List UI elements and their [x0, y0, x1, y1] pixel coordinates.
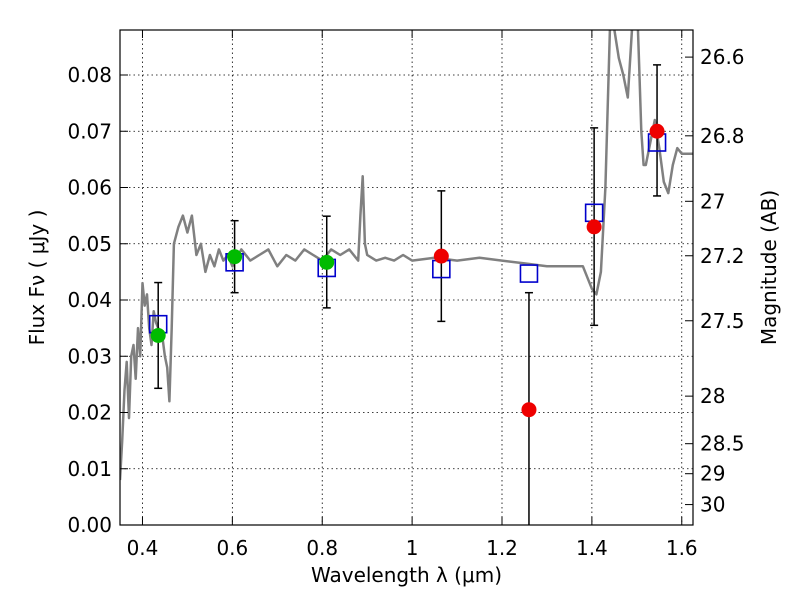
red-point	[521, 402, 537, 418]
y-tick-label: 0.05	[67, 232, 112, 256]
magnitude-tick-labels: 26.6 26.8 27 27.2 27.5 28 28.5 29 30	[700, 45, 745, 516]
x-tick-label: 1	[406, 536, 419, 560]
magnitude-tick-label: 28	[700, 384, 725, 408]
red-point	[649, 123, 665, 139]
y-tick-label: 0.06	[67, 176, 112, 200]
grid-lines	[120, 30, 693, 525]
magnitude-axis-title: Magnitude (AB)	[757, 190, 781, 345]
x-tick-label: 1.6	[666, 536, 698, 560]
x-tick-label: 0.8	[306, 536, 338, 560]
model-box	[519, 264, 539, 283]
x-tick-label: 1.4	[576, 536, 608, 560]
green-point	[150, 327, 166, 343]
x-axis-title: Wavelength λ (μm)	[311, 563, 502, 587]
y-tick-label: 0.02	[67, 401, 112, 425]
x-tick-label: 0.6	[216, 536, 248, 560]
model-spectrum-line	[120, 30, 693, 481]
y-tick-label: 0.07	[67, 119, 112, 143]
error-bars	[154, 64, 662, 525]
y-tick-label: 0.03	[67, 344, 112, 368]
y-tick-label: 0.08	[67, 63, 112, 87]
x-tick-label: 1.2	[486, 536, 518, 560]
green-point	[227, 249, 243, 265]
observed-points	[150, 123, 665, 418]
plot-frame	[119, 29, 694, 526]
y-tick-labels: 0.00 0.01 0.02 0.03 0.04 0.05 0.06 0.07 0.08	[67, 63, 112, 537]
x-tick-labels: 0.4 0.6 0.8 1 1.2 1.4 1.6	[127, 536, 698, 560]
magnitude-tick-label: 27	[700, 189, 725, 213]
magnitude-tick-label: 28.5	[700, 432, 745, 456]
y-tick-label: 0.00	[67, 513, 112, 537]
tick-marks	[120, 30, 693, 526]
x-tick-label: 0.4	[127, 536, 159, 560]
y-tick-label: 0.01	[67, 457, 112, 481]
red-point	[586, 219, 602, 235]
model-photometry-boxes	[148, 133, 667, 334]
green-point	[319, 254, 335, 270]
magnitude-tick-label: 30	[700, 493, 725, 517]
magnitude-tick-label: 26.6	[700, 45, 745, 69]
y-axis-title: Flux Fν ( μJy )	[25, 210, 49, 346]
y-tick-label: 0.04	[67, 288, 112, 312]
magnitude-tick-label: 29	[700, 462, 725, 486]
magnitude-tick-label: 27.5	[700, 309, 745, 333]
magnitude-tick-label: 27.2	[700, 244, 745, 268]
magnitude-tick-label: 26.8	[700, 124, 745, 148]
red-point	[433, 248, 449, 264]
model-spectrum	[120, 30, 693, 481]
